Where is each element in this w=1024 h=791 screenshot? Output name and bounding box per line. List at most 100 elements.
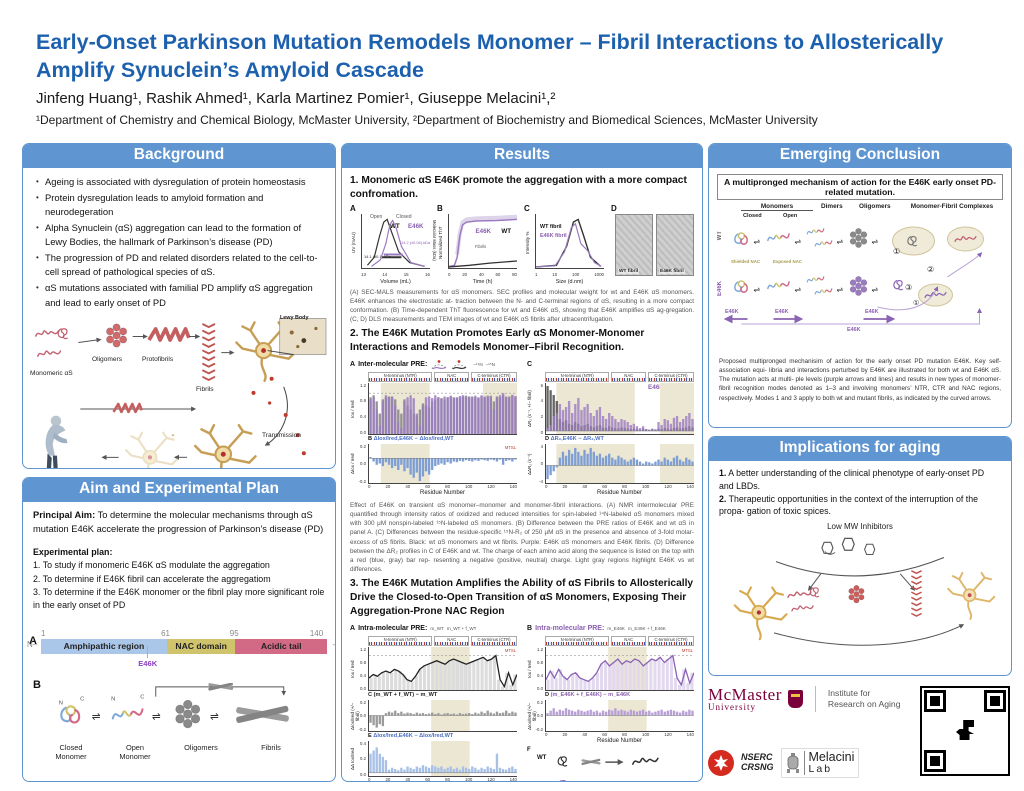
fig3a-head: A Intra-molecular PRE: m_WT m_WT + f_WT bbox=[350, 621, 517, 636]
svg-text:⇌: ⇌ bbox=[795, 285, 802, 294]
background-panel: Background Ageing is associated with dys… bbox=[22, 143, 336, 469]
fig1c-xlabel: Size (d.nm) bbox=[555, 278, 584, 285]
fig2a-chart: E46K WT MTSL bbox=[368, 382, 517, 435]
fig3a-charge-strip: N-terminus (NTR) NAC C-terminus (CTR) bbox=[368, 635, 517, 646]
pre-schematic-icon bbox=[431, 359, 467, 370]
conclusion-art: ⇌ ⇌ ⇌ ⇌ ⇌ ⇌ ⇌ ⇌ bbox=[723, 226, 984, 325]
fig3b-leg2: m_E46K + f_E46K bbox=[627, 625, 666, 631]
fig1c-wt-fibril: WT fibril bbox=[540, 223, 562, 230]
fig3e-label: E bbox=[368, 732, 372, 739]
str-ctr: C-terminus (CTR) bbox=[471, 371, 517, 382]
fig3a-yticks: 1.2 0.8 0.4 0.0 bbox=[360, 646, 366, 691]
ira-line1: Institute for bbox=[827, 688, 871, 699]
mutation-label: E46K bbox=[138, 658, 158, 668]
conclusion-header: Emerging Conclusion bbox=[709, 144, 1011, 168]
fig3e-chart bbox=[368, 740, 517, 777]
e46k-arrow-4: E46K bbox=[847, 327, 861, 333]
implications-header: Implications for aging bbox=[709, 437, 1011, 461]
fig3a-label: A bbox=[350, 624, 356, 632]
fig1c-xticks: 1 10 100 1000 bbox=[535, 271, 604, 277]
item2-text: Therapeutic opportunities in the context… bbox=[719, 493, 979, 517]
fig3d-xlabel: Residue Number bbox=[596, 737, 643, 744]
fig2a-head: A Inter-molecular PRE: –¹⁴N –¹⁵N bbox=[350, 357, 517, 372]
svg-text:⇌: ⇌ bbox=[754, 285, 761, 294]
fig1b-ylabel: Normalized ThT bbox=[438, 226, 443, 259]
fig1d-tem-images: WT fibril E46K fibril bbox=[615, 213, 694, 276]
label-lewy-body: Lewy Body bbox=[280, 315, 309, 322]
fig3e-yticks: 0.4 0.2 0.0 bbox=[360, 740, 366, 777]
label-monomeric-as: Monomeric αS bbox=[30, 370, 73, 378]
fig3b-leg1: m_E46K bbox=[607, 625, 625, 631]
col-dimers: Dimers bbox=[821, 203, 843, 210]
fig3c-formula-row: C (m_WT + f_WT) − m_WT bbox=[368, 691, 517, 700]
svg-text:⇌: ⇌ bbox=[872, 285, 879, 294]
results-body: 1. Monomeric αS E46K promote the aggrega… bbox=[342, 168, 702, 781]
c-terminus-label: –C bbox=[333, 640, 335, 649]
e46k-arrow-3: E46K bbox=[865, 309, 879, 315]
fig2b-xlabel: Residue Number bbox=[419, 489, 466, 496]
aim-header: Aim and Experimental Plan bbox=[23, 478, 335, 502]
plan-item: 2. To determine if E46K fibril can accel… bbox=[33, 573, 271, 584]
equilibrium-art: ⇌ ⇌ ⇌ N C N C bbox=[59, 682, 290, 728]
fig3c-chart bbox=[368, 699, 517, 732]
tick-95: 95 bbox=[229, 628, 239, 638]
plan-item: 3. To determine if the E46K monomer or t… bbox=[33, 586, 325, 611]
tem-e46k-label: E46K fibril bbox=[659, 268, 685, 274]
fig1a-e46k: E46K bbox=[408, 222, 424, 230]
mutation-pointer bbox=[146, 645, 148, 658]
fig3d-formula-row: D (m_E46K + f_E46K) − m_E46K bbox=[545, 691, 694, 700]
nserc-text: NSERC CRSNG bbox=[741, 752, 774, 773]
mcmaster-logo: McMaster University Institute for Resear… bbox=[708, 686, 916, 712]
qr-finder-bl bbox=[924, 750, 946, 772]
fig2b-label: B bbox=[368, 435, 373, 442]
fig1c-label: C bbox=[524, 203, 530, 213]
low-mw-inhibitors-label: Low MW Inhibitors bbox=[827, 522, 893, 531]
fig1a-ylabel: UV (mAU) bbox=[351, 232, 356, 253]
domain-bar: Amphipathic region NAC domain Acidic tai… bbox=[41, 638, 327, 654]
qr-finder-tl bbox=[924, 690, 946, 712]
col-closed: Closed bbox=[743, 213, 762, 219]
crsng-label: CRSNG bbox=[741, 761, 774, 772]
svg-text:N: N bbox=[59, 700, 63, 706]
svg-text:C: C bbox=[140, 694, 144, 700]
fig3-left-col: A Intra-molecular PRE: m_WT m_WT + f_WT … bbox=[350, 621, 517, 781]
fig3e-formula: ΔIox/Ired,E46K − ΔIox/Ired,WT bbox=[373, 732, 454, 739]
fig3a-mtsl: MTSL bbox=[504, 647, 516, 653]
conclusion-panel: Emerging Conclusion A multipronged mecha… bbox=[708, 143, 1012, 428]
svg-text:C: C bbox=[80, 696, 84, 702]
shielded-nac: Shielded NAC bbox=[731, 259, 761, 264]
logos-left: McMaster University Institute for Resear… bbox=[708, 682, 916, 782]
domain-diagram: A 1 61 95 140 N– Amphipathic region NAC … bbox=[27, 628, 335, 675]
implication-item-1: 1. A better understanding of the clinica… bbox=[719, 467, 1001, 493]
nac-domain: NAC domain bbox=[166, 638, 236, 654]
mode-1b: ① bbox=[913, 300, 920, 307]
section1-title: 1. Monomeric αS E46K promote the aggrega… bbox=[350, 175, 687, 200]
fig1a-label: A bbox=[350, 203, 356, 213]
tem-wt-label: WT fibril bbox=[618, 268, 640, 274]
fig1-panel-d: D WT fibril E46K fibril bbox=[611, 204, 694, 286]
fig1-panel-c: C Intensity % WT fibril E46K fibril 1 10 1… bbox=[524, 204, 607, 286]
logos-row2: NSERC CRSNG Melacini Lab bbox=[708, 747, 916, 778]
exposed-nac: Exposed NAC bbox=[773, 259, 803, 264]
fig3b-mtsl: MTSL bbox=[681, 647, 693, 653]
conclusion-diagram: Monomers Closed Open Dimers Oligomers Mo… bbox=[717, 203, 1003, 355]
fig2d-yticks: 4 0 -4 bbox=[539, 443, 543, 484]
fig2d-xlabel: Residue Number bbox=[596, 489, 643, 496]
str-ntr4: N-terminus (NTR) bbox=[545, 635, 610, 646]
fig3e-formula-row: E ΔIox/Ired,E46K − ΔIox/Ired,WT bbox=[368, 732, 517, 741]
fig3b-yticks: 1.2 0.8 0.4 0.0 bbox=[537, 646, 543, 691]
aim-panel: Aim and Experimental Plan Principal Aim:… bbox=[22, 477, 336, 782]
svg-text:⇌: ⇌ bbox=[795, 237, 802, 246]
fig3f-art bbox=[557, 755, 659, 781]
str-nac3: NAC bbox=[434, 635, 470, 646]
svg-text:⇌: ⇌ bbox=[872, 237, 879, 246]
poster-authors: Jinfeng Huang¹, Rashik Ahmed¹, Karla Mar… bbox=[36, 90, 556, 107]
fig3a-ylabel: Iox / Ired bbox=[350, 659, 355, 678]
figure1: A UV (mAU) Open Closed WT E46K 14.2 (±0.… bbox=[350, 204, 694, 286]
fig2b-yticks: 0.2 0.0 -0.2 bbox=[358, 443, 366, 484]
item2-num: 2. bbox=[719, 493, 727, 504]
str-ctr2: C-terminus (CTR) bbox=[648, 371, 694, 382]
fig3d-ylabel: ΔIox/Ired (+/− fibril) bbox=[527, 701, 537, 730]
principal-aim-label: Principal Aim: bbox=[33, 510, 96, 520]
plan-item: 1. To study if monomeric E46K αS modulat… bbox=[33, 560, 270, 571]
